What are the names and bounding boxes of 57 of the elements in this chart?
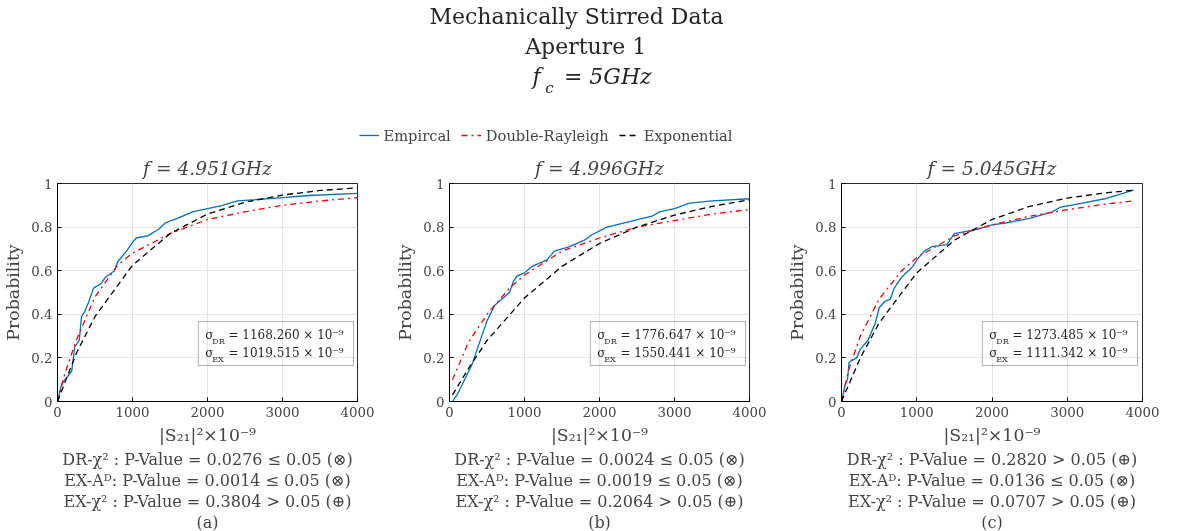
text: fc = 5GHz (530, 63, 653, 98)
legend-label: Exponential (643, 126, 733, 144)
x-tick-label: 2000 (582, 404, 617, 420)
x-tick-label: 1000 (899, 404, 934, 420)
y-tick-label: 0.4 (31, 307, 53, 323)
y-tick-label: 0 (436, 394, 445, 410)
y-tick-label: 0.4 (815, 307, 837, 323)
text: EX-χ² : P-Value = 0.2064 > 0.05 (⊕) (455, 491, 744, 511)
y-tick-label: 0.2 (31, 350, 53, 366)
legend-label: Empircal (383, 126, 451, 144)
text: DR-χ² : P-Value = 0.0276 ≤ 0.05 (⊗) (62, 449, 353, 469)
y-tick-label: 0.6 (423, 263, 445, 279)
text: (b) (588, 512, 611, 531)
chart-title: f = 4.951GHz (141, 157, 273, 179)
y-tick-label: 1 (828, 176, 837, 192)
x-tick-label: 3000 (1050, 404, 1085, 420)
text: DR-χ² : P-Value = 0.0024 ≤ 0.05 (⊗) (454, 449, 745, 469)
x-tick-label: 4000 (340, 404, 375, 420)
y-axis-title: Probability (787, 244, 808, 341)
text: EX-χ² : P-Value = 0.0707 > 0.05 (⊕) (848, 491, 1136, 511)
x-tick-label: 1000 (115, 404, 150, 420)
text: Aperture 1 (524, 33, 647, 59)
x-tick-label: 3000 (265, 404, 300, 420)
x-axis-title: |S₂₁|²×10⁻⁹ (550, 424, 649, 445)
x-axis-title: |S₂₁|²×10⁻⁹ (158, 424, 257, 445)
y-tick-label: 0.2 (423, 350, 445, 366)
y-tick-label: 0.4 (423, 307, 445, 323)
y-tick-label: 0.6 (31, 263, 53, 279)
text: EX-Aᴰ: P-Value = 0.0019 ≤ 0.05 (⊗) (456, 470, 743, 490)
x-tick-label: 1000 (507, 404, 542, 420)
y-tick-label: 0.2 (815, 350, 837, 366)
x-tick-label: 2000 (975, 404, 1009, 420)
x-axis-title: |S₂₁|²×10⁻⁹ (943, 424, 1041, 445)
y-tick-label: 1 (436, 176, 445, 192)
text: EX-Aᴰ: P-Value = 0.0014 ≤ 0.05 (⊗) (64, 470, 351, 490)
y-tick-label: 0 (44, 394, 53, 410)
y-tick-label: 1 (44, 176, 53, 192)
text: (a) (196, 512, 219, 531)
y-tick-label: 0.8 (423, 220, 445, 236)
text: Mechanically Stirred Data (429, 3, 724, 29)
chart-title: f = 5.045GHz (925, 157, 1057, 179)
text: EX-Aᴰ: P-Value = 0.0136 ≤ 0.05 (⊗) (848, 470, 1136, 490)
x-tick-label: 4000 (732, 404, 767, 420)
text: DR-χ² : P-Value = 0.2820 > 0.05 (⊕) (846, 449, 1138, 469)
chart-title: f = 4.996GHz (533, 157, 665, 179)
x-tick-label: 3000 (657, 404, 692, 420)
y-tick-label: 0.8 (815, 220, 837, 236)
y-axis-title: Probability (3, 244, 24, 341)
y-tick-label: 0.6 (815, 263, 837, 279)
legend-label: Double-Rayleigh (485, 126, 609, 144)
text: EX-χ² : P-Value = 0.3804 > 0.05 (⊕) (63, 491, 352, 511)
y-tick-label: 0.8 (31, 220, 53, 236)
y-tick-label: 0 (828, 394, 837, 410)
x-tick-label: 2000 (190, 404, 225, 420)
y-axis-title: Probability (395, 244, 416, 341)
text: (c) (981, 512, 1003, 531)
x-tick-label: 4000 (1125, 404, 1160, 420)
